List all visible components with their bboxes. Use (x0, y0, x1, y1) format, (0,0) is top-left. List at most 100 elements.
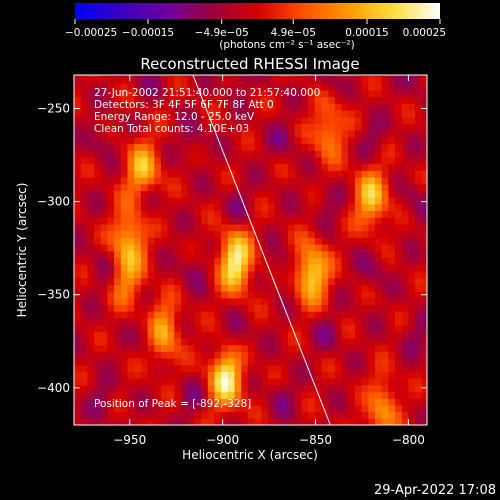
heatmap-cell (368, 163, 376, 171)
heatmap-cell (181, 96, 189, 104)
heatmap-cell (100, 203, 109, 212)
heatmap-cell (381, 150, 389, 158)
heatmap-cell (247, 391, 256, 399)
heatmap-cell (127, 203, 135, 212)
heatmap-cell (214, 75, 222, 78)
heatmap-cell (415, 371, 423, 379)
heatmap-cell (140, 96, 149, 104)
heatmap-cell (160, 130, 169, 138)
heatmap-cell (274, 304, 282, 312)
heatmap-cell (334, 291, 343, 299)
heatmap-cell (160, 136, 169, 145)
heatmap-cell (241, 398, 249, 406)
heatmap-cell (288, 223, 296, 232)
heatmap-cell (241, 210, 249, 218)
heatmap-cell (120, 371, 129, 379)
heatmap-cell (227, 371, 236, 379)
heatmap-cell (227, 337, 236, 346)
heatmap-cell (127, 264, 135, 272)
heatmap-cell (134, 217, 142, 225)
heatmap-cell (308, 143, 316, 151)
heatmap-cell (314, 384, 323, 393)
heatmap-cell (254, 358, 262, 366)
heatmap-cell (321, 76, 329, 84)
heatmap-cell (207, 331, 216, 339)
heatmap-cell (87, 264, 95, 272)
heatmap-cell (301, 96, 309, 104)
heatmap-cell (167, 418, 175, 425)
heatmap-cell (80, 244, 88, 252)
heatmap-cell (227, 351, 236, 359)
heatmap-cell (154, 110, 162, 118)
heatmap-cell (120, 358, 129, 366)
heatmap-cell (334, 257, 343, 265)
heatmap-cell (147, 150, 155, 158)
heatmap-cell (401, 223, 409, 232)
heatmap-cell (368, 116, 376, 124)
heatmap-cell (408, 210, 416, 218)
heatmap-cell (368, 150, 376, 158)
heatmap-cell (181, 257, 189, 265)
heatmap-cell (348, 291, 356, 299)
heatmap-cell (114, 223, 122, 232)
heatmap-cell (401, 110, 409, 118)
heatmap-cell (160, 110, 169, 118)
heatmap-cell (241, 150, 249, 158)
heatmap-cell (361, 411, 369, 419)
heatmap-cell (194, 143, 202, 151)
heatmap-cell (247, 170, 256, 178)
heatmap-cell (375, 83, 383, 91)
heatmap-cell (221, 103, 229, 111)
heatmap-cell (281, 130, 289, 138)
heatmap-cell (348, 89, 356, 98)
heatmap-cell (301, 337, 309, 346)
heatmap-cell (395, 351, 403, 359)
heatmap-cell (261, 197, 269, 205)
heatmap-cell (107, 351, 115, 359)
heatmap-cell (421, 210, 427, 218)
heatmap-cell (348, 237, 356, 245)
heatmap-cell (87, 110, 95, 118)
heatmap-cell (314, 183, 323, 191)
heatmap-cell (160, 331, 169, 339)
heatmap-cell (254, 364, 262, 372)
heatmap-cell (375, 384, 383, 393)
heatmap-cell (194, 116, 202, 124)
heatmap-cell (375, 257, 383, 265)
heatmap-cell (341, 418, 349, 425)
heatmap-cell (301, 210, 309, 218)
heatmap-cell (274, 237, 282, 245)
heatmap-cell (80, 358, 88, 366)
heatmap-cell (234, 264, 242, 272)
heatmap-cell (328, 378, 336, 386)
heatmap-cell (288, 103, 296, 111)
heatmap-cell (341, 277, 349, 285)
heatmap-cell (234, 110, 242, 118)
heatmap-cell (354, 197, 363, 205)
heatmap-cell (114, 257, 122, 265)
heatmap-cell (395, 203, 403, 212)
heatmap-cell (174, 250, 182, 258)
heatmap-cell (140, 398, 149, 406)
heatmap-cell (381, 89, 389, 98)
heatmap-cell (281, 103, 289, 111)
heatmap-cell (288, 110, 296, 118)
heatmap-cell (154, 378, 162, 386)
heatmap-cell (421, 371, 427, 379)
heatmap-cell (381, 116, 389, 124)
heatmap-cell (140, 143, 149, 151)
heatmap-cell (154, 197, 162, 205)
heatmap-cell (74, 123, 82, 131)
heatmap-cell (321, 183, 329, 191)
heatmap-cell (348, 391, 356, 399)
heatmap-cell (381, 197, 389, 205)
heatmap-cell (408, 284, 416, 292)
heatmap-cell (341, 103, 349, 111)
heatmap-cell (321, 217, 329, 225)
heatmap-cell (127, 156, 135, 165)
heatmap-cell (127, 143, 135, 151)
heatmap-cell (140, 163, 149, 171)
heatmap-cell (401, 270, 409, 279)
heatmap-cell (207, 284, 216, 292)
heatmap-cell (415, 364, 423, 372)
